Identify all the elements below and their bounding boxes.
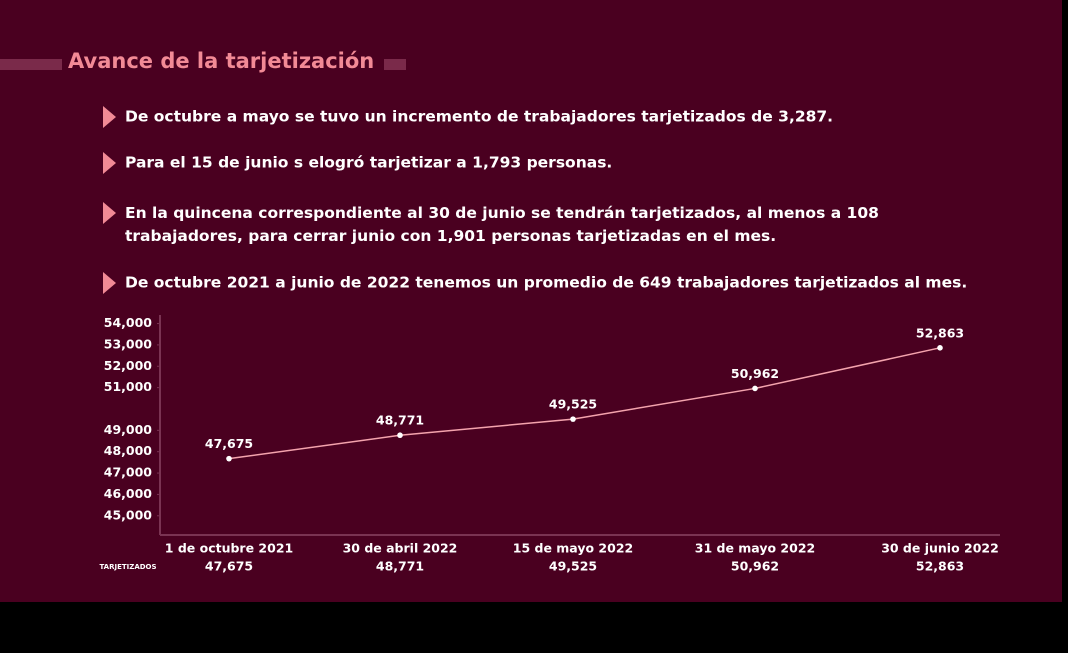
bullet-text: De octubre a mayo se tuvo un incremento … (125, 108, 833, 126)
y-tick-label: 47,000 (104, 465, 153, 480)
x-tick-label: 31 de mayo 2022 (695, 541, 815, 556)
point (226, 455, 232, 462)
point (397, 432, 403, 439)
bullet-arrow (103, 152, 116, 174)
bullet-arrow (103, 202, 116, 224)
y-tick-label: 52,000 (104, 358, 153, 373)
data-label: 49,525 (549, 397, 597, 412)
y-tick-label: 48,000 (104, 443, 153, 458)
data-label: 52,863 (916, 325, 964, 340)
y-tick-label: 51,000 (104, 379, 153, 394)
x-tick-label: 1 de octubre 2021 (165, 541, 293, 556)
background (0, 0, 1062, 602)
bullet-arrow (103, 106, 116, 128)
title: Avance de la tarjetización (68, 49, 374, 73)
bullet-arrow (103, 272, 116, 294)
x-tick-label: 15 de mayo 2022 (513, 541, 633, 556)
point (570, 416, 576, 422)
y-tick-label: 46,000 (104, 486, 153, 501)
data-label: 48,771 (376, 413, 424, 428)
y-tick-label: 45,000 (104, 507, 153, 522)
x-tick-label: 30 de junio 2022 (881, 541, 999, 556)
bullet-text: De octubre 2021 a junio de 2022 tenemos … (125, 274, 967, 292)
title-bar (0, 59, 62, 70)
y-tick-label: 53,000 (104, 336, 153, 351)
row-value: 49,525 (549, 559, 597, 574)
row-value: 50,962 (731, 559, 779, 574)
title-bar (384, 59, 406, 70)
x-tick-label: 30 de abril 2022 (343, 541, 458, 556)
data-label: 50,962 (731, 366, 779, 381)
data-label: 47,675 (205, 436, 253, 451)
point (937, 345, 943, 351)
row-value: 47,675 (205, 559, 253, 574)
y-tick-label: 54,000 (104, 315, 153, 330)
row-value: 48,771 (376, 559, 424, 574)
bullet-line: En la quincena correspondiente al 30 de … (125, 204, 884, 222)
bullet-text: Para el 15 de junio s elogró tarjetizar … (125, 154, 612, 172)
row-label: TARJETIZADOS (99, 563, 156, 571)
bullet-text: En la quincena correspondiente al 30 de … (125, 204, 884, 245)
point (752, 385, 758, 392)
row-value: 52,863 (916, 559, 964, 574)
bullet-line: trabajadores, para cerrar junio con 1,90… (125, 227, 776, 245)
y-tick-label: 49,000 (104, 422, 153, 437)
